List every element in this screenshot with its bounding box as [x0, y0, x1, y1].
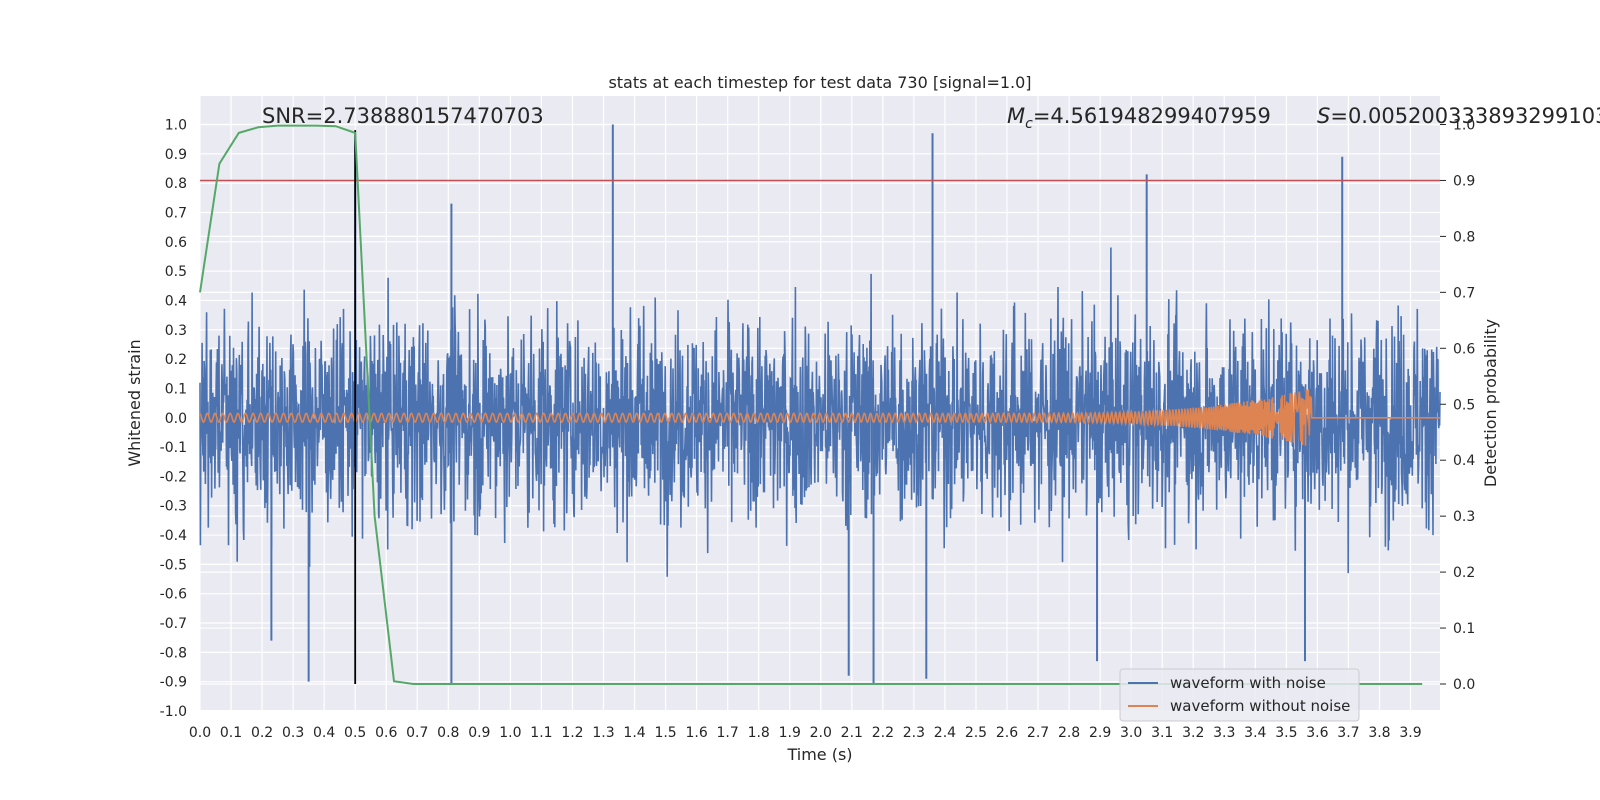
- detection-probability-series: [199, 124, 1423, 685]
- chart-title: stats at each timestep for test data 730…: [608, 73, 1031, 92]
- chirp-mass-symbol: M: [1007, 104, 1025, 128]
- x-tick-label: 0.6: [375, 725, 397, 741]
- x-tick-label: 0.7: [406, 725, 428, 741]
- y-tick-label: -0.4: [160, 528, 187, 544]
- y-tick-label: -0.6: [160, 587, 187, 603]
- s-annotation: S=0.005200333893299103: [1317, 104, 1600, 128]
- x-tick-label: 1.9: [779, 725, 801, 741]
- x-tick-label: 0.3: [282, 725, 304, 741]
- x-tick-label: 0.4: [313, 725, 335, 741]
- y-tick-label: 0.8: [165, 176, 187, 192]
- legend-label-noisy: waveform with noise: [1170, 674, 1326, 692]
- y2-tick-label: 0.6: [1453, 341, 1475, 357]
- y-tick-label: -0.8: [160, 645, 187, 661]
- y2-tick-label: 0.8: [1453, 229, 1475, 245]
- x-tick-label: 2.4: [934, 725, 956, 741]
- x-tick-label: 2.3: [903, 725, 925, 741]
- s-value: =0.005200333893299103: [1330, 104, 1600, 128]
- y-tick-label: -0.3: [160, 499, 187, 515]
- y2-tick-label: 0.2: [1453, 565, 1475, 581]
- y-tick-label: 0.6: [165, 235, 187, 251]
- x-tick-label: 3.7: [1337, 725, 1359, 741]
- x-tick-label: 1.7: [717, 725, 739, 741]
- x-tick-label: 2.5: [965, 725, 987, 741]
- x-tick-label: 3.0: [1120, 725, 1142, 741]
- x-tick-label: 1.0: [499, 725, 521, 741]
- y2-tick-labels: 0.0 0.1 0.2 0.3 0.4 0.5 0.6 0.7 0.8 0.9 1.0: [1440, 118, 1475, 693]
- y2-tick-label: 0.9: [1453, 173, 1475, 189]
- x-tick-label: 2.8: [1058, 725, 1080, 741]
- x-tick-label: 2.7: [1027, 725, 1049, 741]
- y-tick-label: -1.0: [160, 704, 187, 720]
- x-tick-label: 3.9: [1399, 725, 1421, 741]
- y2-tick-label: 1.0: [1453, 118, 1475, 134]
- snr-annotation: SNR=2.738880157470703: [262, 104, 544, 128]
- x-tick-label: 0.0: [189, 725, 211, 741]
- waveform-without-noise-series: [199, 389, 1440, 446]
- y2-tick-label: 0.1: [1453, 621, 1475, 637]
- y-tick-label: -0.1: [160, 440, 187, 456]
- y-tick-label: -0.9: [160, 675, 187, 691]
- y2-tick-label: 0.3: [1453, 509, 1475, 525]
- y2-tick-label: 0.0: [1453, 677, 1475, 693]
- x-tick-label: 1.3: [592, 725, 614, 741]
- x-tick-label: 3.3: [1213, 725, 1235, 741]
- waveform-without-noise-line: [199, 389, 1440, 446]
- x-tick-label: 0.9: [468, 725, 490, 741]
- y-tick-label: 0.9: [165, 147, 187, 163]
- detection-probability-line: [199, 124, 1423, 685]
- x-tick-label: 0.1: [220, 725, 242, 741]
- x-tick-label: 3.4: [1244, 725, 1266, 741]
- x-tick-label: 1.6: [685, 725, 707, 741]
- chirp-mass-annotation: Mc=4.561948299407959: [1007, 104, 1271, 132]
- x-tick-label: 2.0: [810, 725, 832, 741]
- x-tick-labels: 0.0 0.1 0.2 0.3 0.4 0.5 0.6 0.7 0.8 0.9 1.0 1.1 1.2 1…: [189, 725, 1422, 741]
- legend: waveform with noise waveform without noi…: [1119, 668, 1360, 722]
- y-tick-label: 0.7: [165, 205, 187, 221]
- y-tick-label: -0.5: [160, 557, 187, 573]
- waveform-with-noise-line: [199, 247, 1441, 577]
- y-tick-label: 0.1: [165, 381, 187, 397]
- x-tick-label: 1.8: [748, 725, 770, 741]
- y2-tick-label: 0.7: [1453, 285, 1475, 301]
- waveform-with-noise-series: [199, 124, 1441, 685]
- x-tick-label: 1.2: [561, 725, 583, 741]
- x-tick-label: 2.2: [872, 725, 894, 741]
- y2-tick-label: 0.4: [1453, 453, 1475, 469]
- x-tick-label: 1.4: [623, 725, 645, 741]
- s-symbol: S: [1317, 104, 1330, 128]
- x-tick-label: 2.1: [841, 725, 863, 741]
- y-tick-label: 1.0: [165, 118, 187, 134]
- y-tick-label: 0.5: [165, 264, 187, 280]
- y-tick-label: 0.4: [165, 293, 187, 309]
- y-tick-label: 0.3: [165, 323, 187, 339]
- x-tick-label: 3.1: [1151, 725, 1173, 741]
- x-tick-label: 3.8: [1368, 725, 1390, 741]
- y-tick-label: -0.7: [160, 616, 187, 632]
- x-tick-label: 1.5: [654, 725, 676, 741]
- x-tick-label: 0.2: [251, 725, 273, 741]
- x-tick-label: 3.6: [1306, 725, 1328, 741]
- chirp-mass-subscript: c: [1025, 116, 1033, 132]
- x-tick-label: 1.1: [530, 725, 552, 741]
- legend-box: [1119, 668, 1360, 722]
- x-axis-label: Time (s): [786, 745, 852, 764]
- legend-label-clean: waveform without noise: [1170, 697, 1350, 715]
- chirp-mass-value: =4.561948299407959: [1033, 104, 1271, 128]
- x-tick-label: 3.2: [1182, 725, 1204, 741]
- y-tick-label: -0.2: [160, 469, 187, 485]
- x-tick-label: 3.5: [1275, 725, 1297, 741]
- y-tick-label: 0.2: [165, 352, 187, 368]
- y-tick-labels: -1.0 -0.9 -0.8 -0.7 -0.6 -0.5 -0.4 -0.3 -0.2 -0.1…: [160, 118, 187, 721]
- x-tick-label: 0.5: [344, 725, 366, 741]
- y2-axis-label: Detection probability: [1481, 319, 1500, 487]
- y-tick-label: 0.0: [165, 411, 187, 427]
- x-tick-label: 2.6: [996, 725, 1018, 741]
- y-axis-label: Whitened strain: [125, 339, 144, 466]
- x-tick-label: 2.9: [1089, 725, 1111, 741]
- y2-tick-label: 0.5: [1453, 397, 1475, 413]
- x-tick-label: 0.8: [437, 725, 459, 741]
